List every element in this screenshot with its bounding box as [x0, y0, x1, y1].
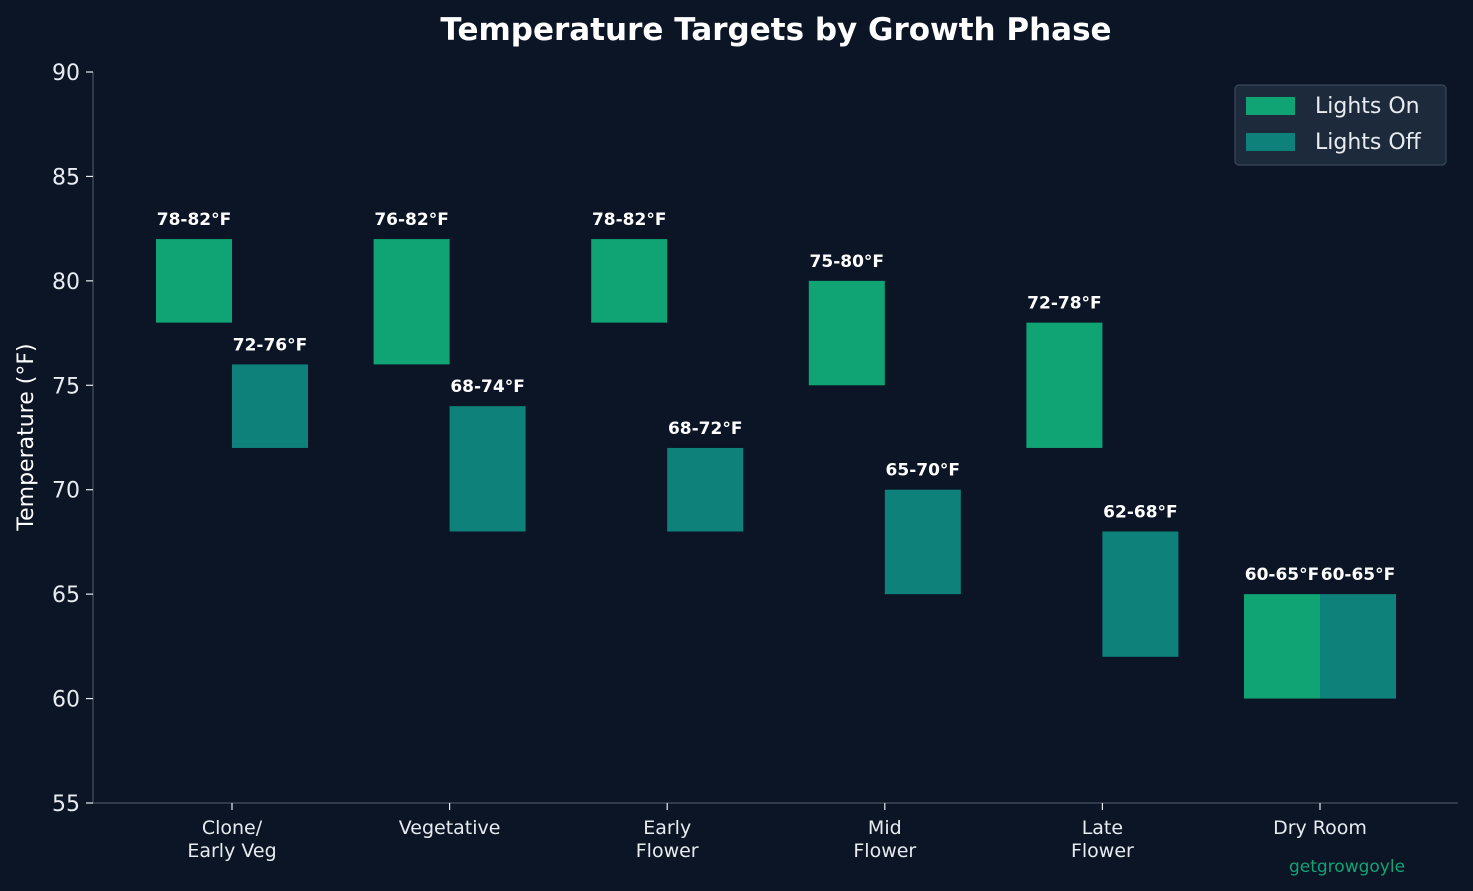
- data-label: 78-82°F: [592, 210, 666, 230]
- bar-lights-on: [156, 239, 232, 323]
- chart-title: Temperature Targets by Growth Phase: [440, 12, 1111, 48]
- x-tick-label-line: Early Veg: [187, 840, 276, 862]
- x-tick-label-line: Dry Room: [1273, 817, 1367, 839]
- data-label: 76-82°F: [374, 210, 448, 230]
- data-label: 75-80°F: [810, 252, 884, 272]
- legend-swatch: [1246, 133, 1295, 151]
- x-tick-label-line: Vegetative: [399, 817, 501, 839]
- data-label: 62-68°F: [1103, 502, 1177, 522]
- y-tick-label: 85: [52, 165, 80, 190]
- axes-group: 55 60 65 70 75 80 85 90 Clone/Early Veg Vegetativ…: [52, 61, 1458, 862]
- y-tick-label: 90: [52, 61, 80, 86]
- y-tick-label: 65: [52, 583, 80, 608]
- bar-lights-off: [449, 406, 526, 532]
- bar-lights-on: [591, 239, 668, 323]
- x-tick-label-line: Mid: [868, 817, 902, 839]
- x-tick-label: Vegetative: [399, 817, 501, 839]
- y-tick-label: 80: [52, 270, 80, 295]
- x-tick-label: Dry Room: [1273, 817, 1367, 839]
- watermark-text: getgrowgoyle: [1289, 857, 1405, 877]
- x-tick-label: Early Flower: [636, 817, 699, 862]
- y-tick-label: 55: [52, 792, 80, 817]
- y-tick-label: 75: [52, 374, 80, 399]
- bar-lights-on: [1244, 594, 1320, 699]
- y-axis-label: Temperature (°F): [14, 343, 39, 531]
- data-label: 68-72°F: [668, 419, 742, 439]
- data-label: 72-76°F: [233, 335, 307, 355]
- bar-lights-off: [667, 447, 744, 532]
- x-tick-label-line: Flower: [636, 840, 699, 862]
- legend-label: Lights Off: [1315, 130, 1422, 155]
- bar-lights-on: [1026, 322, 1103, 448]
- x-tick-label: Mid Flower: [853, 817, 916, 862]
- bar-lights-off: [1320, 594, 1396, 699]
- x-tick-label-line: Clone/: [202, 817, 263, 839]
- legend-swatch: [1246, 97, 1295, 115]
- x-tick-label: Late Flower: [1071, 817, 1134, 862]
- legend-label: Lights On: [1315, 94, 1420, 119]
- data-label: 65-70°F: [886, 461, 960, 481]
- data-label: 60-65°F: [1321, 565, 1395, 585]
- bar-lights-off: [884, 489, 961, 595]
- x-tick-label-line: Flower: [1071, 840, 1134, 862]
- bar-lights-on: [808, 280, 885, 386]
- data-label: 78-82°F: [157, 210, 231, 230]
- x-tick-label: Clone/Early Veg: [187, 817, 276, 862]
- y-tick-label: 70: [52, 479, 80, 504]
- legend: Lights On Lights Off: [1234, 84, 1447, 166]
- bar-lights-on: [373, 239, 450, 365]
- data-label: 68-74°F: [450, 377, 524, 397]
- x-tick-label-line: Early: [643, 817, 691, 839]
- data-label: 60-65°F: [1245, 565, 1319, 585]
- y-tick-label: 60: [52, 688, 80, 713]
- bars-group: 78-82°F 76-82°F 78-82°F 75-80°F 72-78°F 60-65…: [156, 210, 1396, 699]
- bar-lights-off: [1102, 531, 1179, 657]
- data-label: 72-78°F: [1027, 294, 1101, 314]
- bar-lights-off: [232, 364, 308, 448]
- x-tick-label-line: Late: [1082, 817, 1123, 839]
- x-tick-label-line: Flower: [853, 840, 916, 862]
